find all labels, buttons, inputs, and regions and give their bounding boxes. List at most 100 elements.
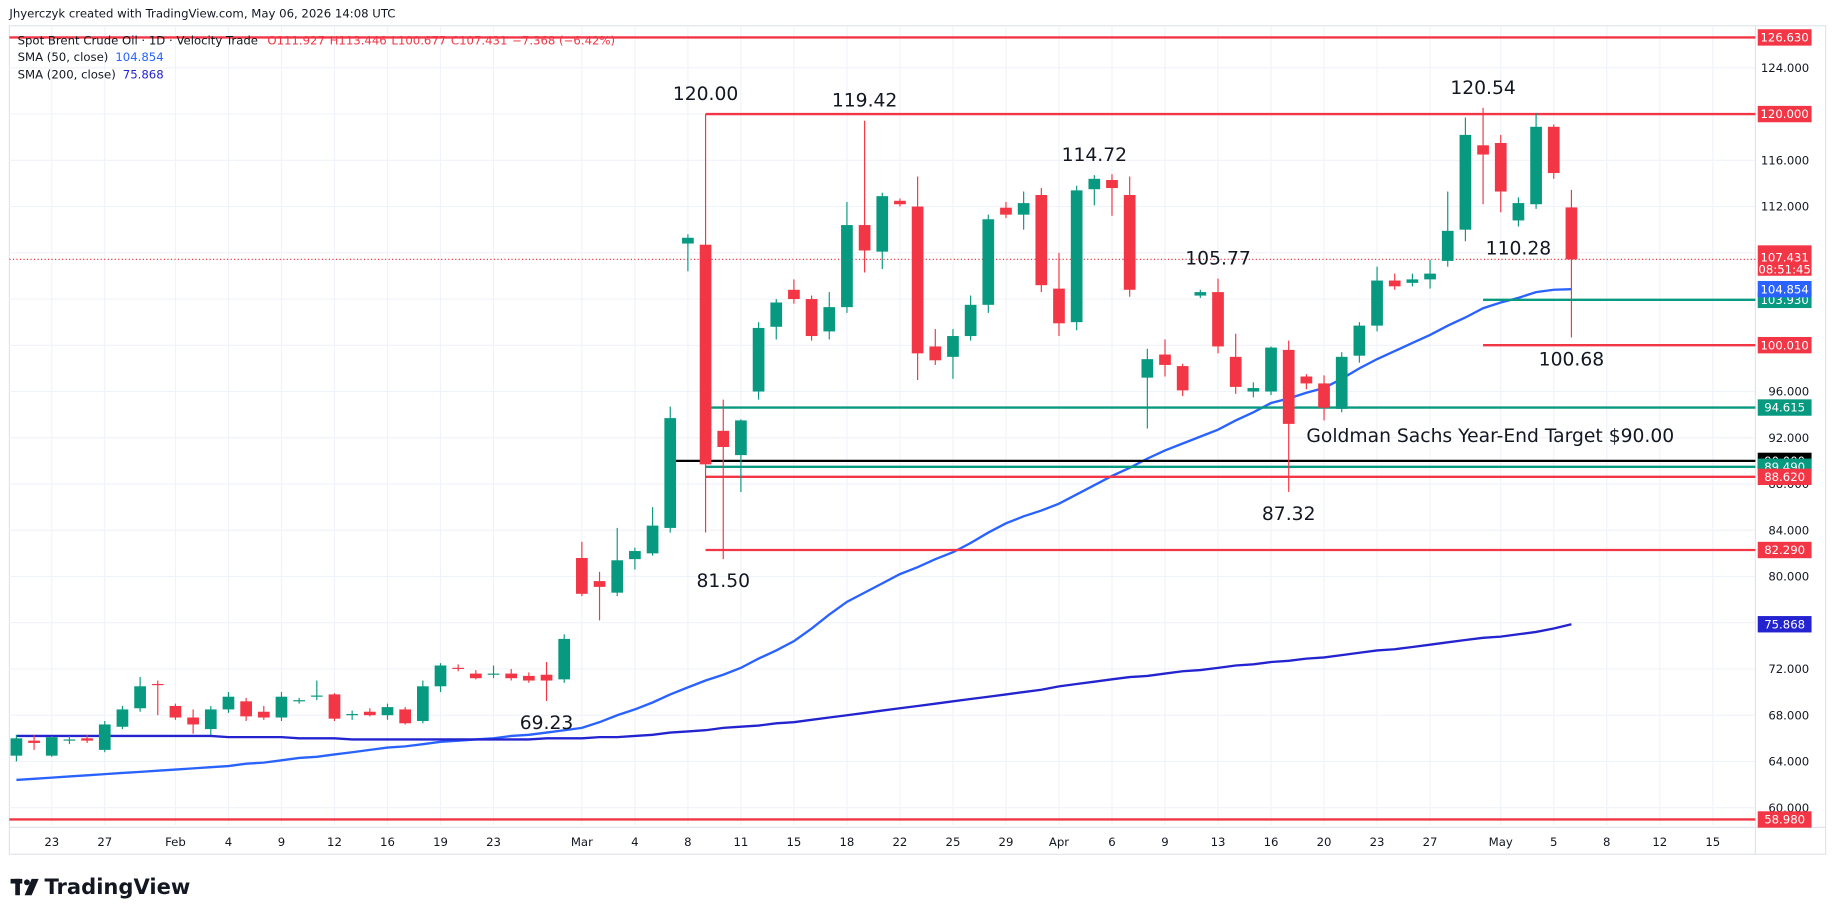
candle-body [964, 304, 977, 337]
annotation: 100.68 [1539, 350, 1605, 371]
x-tick-label: 4 [631, 835, 638, 849]
x-tick-label: 6 [1108, 835, 1115, 849]
candle-body [452, 667, 465, 669]
y-tick-label: 84.000 [1768, 523, 1809, 537]
candle-body [399, 709, 412, 724]
ohlc: L100.677 [391, 33, 446, 47]
x-tick-label: 20 [1317, 835, 1332, 849]
x-tick-label: 23 [486, 835, 501, 849]
candle-body [28, 740, 40, 743]
x-tick-label: 19 [433, 835, 448, 849]
x-tick-label: 8 [1603, 835, 1610, 849]
x-tick-label: 5 [1550, 835, 1557, 849]
candle-body [1194, 292, 1207, 296]
candle-body [434, 665, 447, 687]
x-tick-label: 13 [1211, 835, 1226, 849]
legend-sma200: SMA (200, close) 75.868 [18, 67, 164, 81]
candle-body [293, 700, 305, 702]
x-tick-label: May [1489, 835, 1513, 849]
candle-body [63, 739, 76, 741]
symbol: Spot Brent Crude Oil · 1D · Velocity Tra… [18, 33, 258, 47]
candle-body [1159, 354, 1171, 365]
change: −7.368 (−6.42%) [512, 33, 615, 47]
candle-body [10, 738, 23, 756]
x-tick-label: Mar [571, 835, 593, 849]
candle-body [81, 738, 93, 741]
y-tick-label: 68.000 [1768, 708, 1809, 722]
candle-body [169, 705, 182, 718]
candle-body [257, 711, 270, 718]
candle-body [381, 707, 394, 716]
candle-body [752, 327, 765, 392]
candle-body [416, 686, 429, 721]
annotation: 120.54 [1450, 78, 1516, 99]
y-tick-label: 92.000 [1768, 431, 1809, 445]
x-tick-label: 27 [97, 835, 112, 849]
candle-body [1017, 203, 1030, 215]
level-label: 82.290 [1764, 543, 1805, 557]
sma-line [16, 287, 1572, 782]
sma-label: 104.854 [1760, 282, 1808, 296]
candle-body [1282, 349, 1295, 424]
candle-body [947, 336, 959, 357]
candle-body [558, 638, 571, 680]
candle-body [98, 724, 111, 750]
candle-body [1000, 207, 1012, 215]
candle-body [116, 709, 129, 727]
credit: Jhyerczyk created with TradingView.com, … [8, 7, 395, 21]
x-tick-label: 29 [999, 835, 1014, 849]
level-label-box [1757, 468, 1812, 486]
level-label: 100.010 [1760, 338, 1808, 352]
candle-body [982, 219, 995, 305]
level-label: 94.615 [1764, 401, 1805, 415]
candle-body [1565, 207, 1578, 260]
x-tick-label: 16 [380, 835, 395, 849]
candle-body [1088, 178, 1101, 190]
sma-label-box [1757, 616, 1812, 633]
candle-body [1388, 280, 1401, 287]
candle-body [646, 525, 659, 554]
candle-body [1141, 359, 1154, 378]
candle-body [1477, 145, 1489, 155]
x-tick-label: 27 [1423, 835, 1438, 849]
candle-body [328, 694, 341, 719]
candle-body [805, 299, 818, 337]
candle-body [1300, 376, 1313, 384]
candle-body [629, 551, 641, 560]
ohlc: C107.431 [451, 33, 508, 47]
y-tick-label: 60.000 [1768, 801, 1809, 815]
x-tick-label: 22 [893, 835, 908, 849]
candle-body [1123, 194, 1136, 290]
candle-body [1212, 292, 1224, 347]
candle-body [1229, 356, 1242, 387]
level-label-box [1757, 105, 1812, 123]
logo-part [15, 878, 20, 896]
y-tick-label: 64.000 [1768, 755, 1809, 769]
y-tick-label: 112.000 [1761, 200, 1809, 214]
annotation: 69.23 [520, 713, 574, 734]
candle-body [1247, 388, 1260, 392]
x-tick-label: 16 [1264, 835, 1279, 849]
candle-body [187, 717, 199, 725]
level-label: 58.980 [1764, 813, 1805, 827]
sma-label-box [1757, 280, 1812, 298]
candle-body [346, 714, 359, 716]
last-price-box [1757, 245, 1812, 276]
indicator-value: 75.868 [123, 67, 164, 81]
candle-body [1053, 288, 1065, 324]
annotation: 81.50 [696, 571, 750, 592]
x-tick-label: 11 [733, 835, 748, 849]
candle-body [523, 675, 535, 681]
brand-logo [10, 878, 39, 896]
candle-body [1335, 356, 1348, 409]
x-tick-label: 12 [327, 835, 342, 849]
candle-body [823, 307, 836, 332]
candle-body [363, 711, 376, 716]
candle-body [1547, 126, 1560, 174]
x-tick-label: 25 [946, 835, 961, 849]
level-label-box [1757, 29, 1812, 46]
x-tick-label: Apr [1049, 835, 1069, 849]
